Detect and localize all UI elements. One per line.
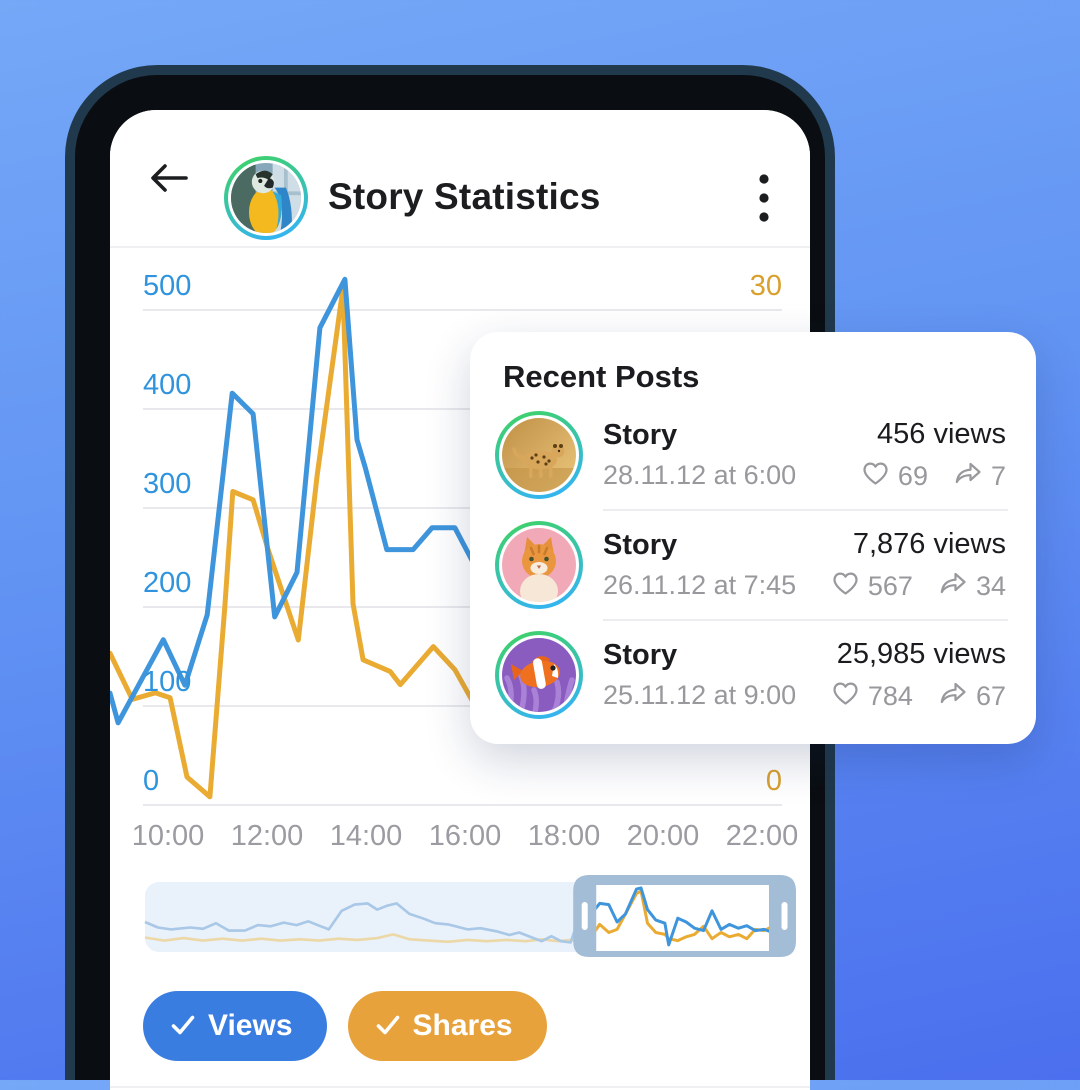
post-row[interactable]: Story 28.11.12 at 6:00 456 views 69 7 — [470, 401, 1036, 509]
likes-count: 784 — [867, 681, 913, 711]
post-title: Story — [603, 639, 678, 671]
share-icon — [939, 571, 967, 602]
row-divider — [603, 509, 1008, 511]
page-title: Story Statistics — [328, 176, 601, 217]
story-avatar[interactable] — [224, 156, 308, 240]
minimap-views-line — [596, 886, 769, 947]
views-toggle-label: Views — [208, 1009, 293, 1042]
post-views: 25,985 views — [836, 637, 1006, 670]
shares-count: 34 — [975, 571, 1006, 601]
parrot-icon — [231, 163, 301, 233]
section-divider — [110, 1086, 810, 1088]
post-date: 26.11.12 at 7:45 — [603, 570, 797, 600]
back-arrow-icon — [148, 161, 190, 198]
header-divider — [110, 246, 810, 248]
likes-count: 69 — [897, 461, 928, 491]
minimap-shares-line — [596, 889, 769, 943]
views-toggle-button[interactable]: Views — [143, 991, 327, 1061]
kebab-menu-icon — [758, 173, 770, 226]
shares-count: 67 — [975, 681, 1006, 711]
shares-count: 7 — [990, 461, 1006, 491]
likes-count: 567 — [867, 571, 913, 601]
post-avatar — [495, 411, 583, 499]
row-divider — [603, 619, 1008, 621]
post-date: 25.11.12 at 9:00 — [603, 680, 797, 710]
minimap-selection-frame[interactable] — [573, 875, 796, 957]
minimap-right-handle[interactable] — [781, 902, 788, 930]
cheetah-icon — [502, 418, 576, 492]
post-avatar — [495, 521, 583, 609]
post-row[interactable]: Story 25.11.12 at 9:00 25,985 views 784 … — [470, 621, 1036, 729]
minimap-left-handle[interactable] — [581, 902, 588, 930]
back-button[interactable] — [146, 158, 192, 200]
post-date: 28.11.12 at 6:00 — [603, 460, 797, 490]
clownfish-icon — [502, 638, 576, 712]
recent-posts-title: Recent Posts — [503, 359, 700, 394]
checkmark-icon — [376, 1009, 400, 1043]
checkmark-icon — [171, 1009, 195, 1043]
cat-icon — [502, 528, 576, 602]
series-toggles: Views Shares — [143, 991, 547, 1061]
share-icon — [954, 461, 982, 492]
heart-icon — [832, 571, 859, 603]
shares-toggle-button[interactable]: Shares — [347, 991, 547, 1061]
app-header: Story Statistics — [110, 110, 810, 246]
recent-posts-card: Recent Posts — [470, 332, 1036, 744]
post-row[interactable]: Story 26.11.12 at 7:45 7,876 views 567 3… — [470, 511, 1036, 619]
shares-toggle-label: Shares — [412, 1009, 513, 1042]
heart-icon — [832, 681, 859, 713]
share-icon — [939, 681, 967, 712]
post-title: Story — [603, 529, 678, 561]
chart-minimap[interactable] — [144, 870, 796, 962]
menu-button[interactable] — [742, 170, 786, 228]
heart-icon — [862, 461, 889, 493]
post-views: 456 views — [877, 417, 1006, 450]
post-avatar — [495, 631, 583, 719]
post-views: 7,876 views — [852, 527, 1006, 560]
story-ring — [224, 156, 308, 240]
post-title: Story — [603, 419, 678, 451]
